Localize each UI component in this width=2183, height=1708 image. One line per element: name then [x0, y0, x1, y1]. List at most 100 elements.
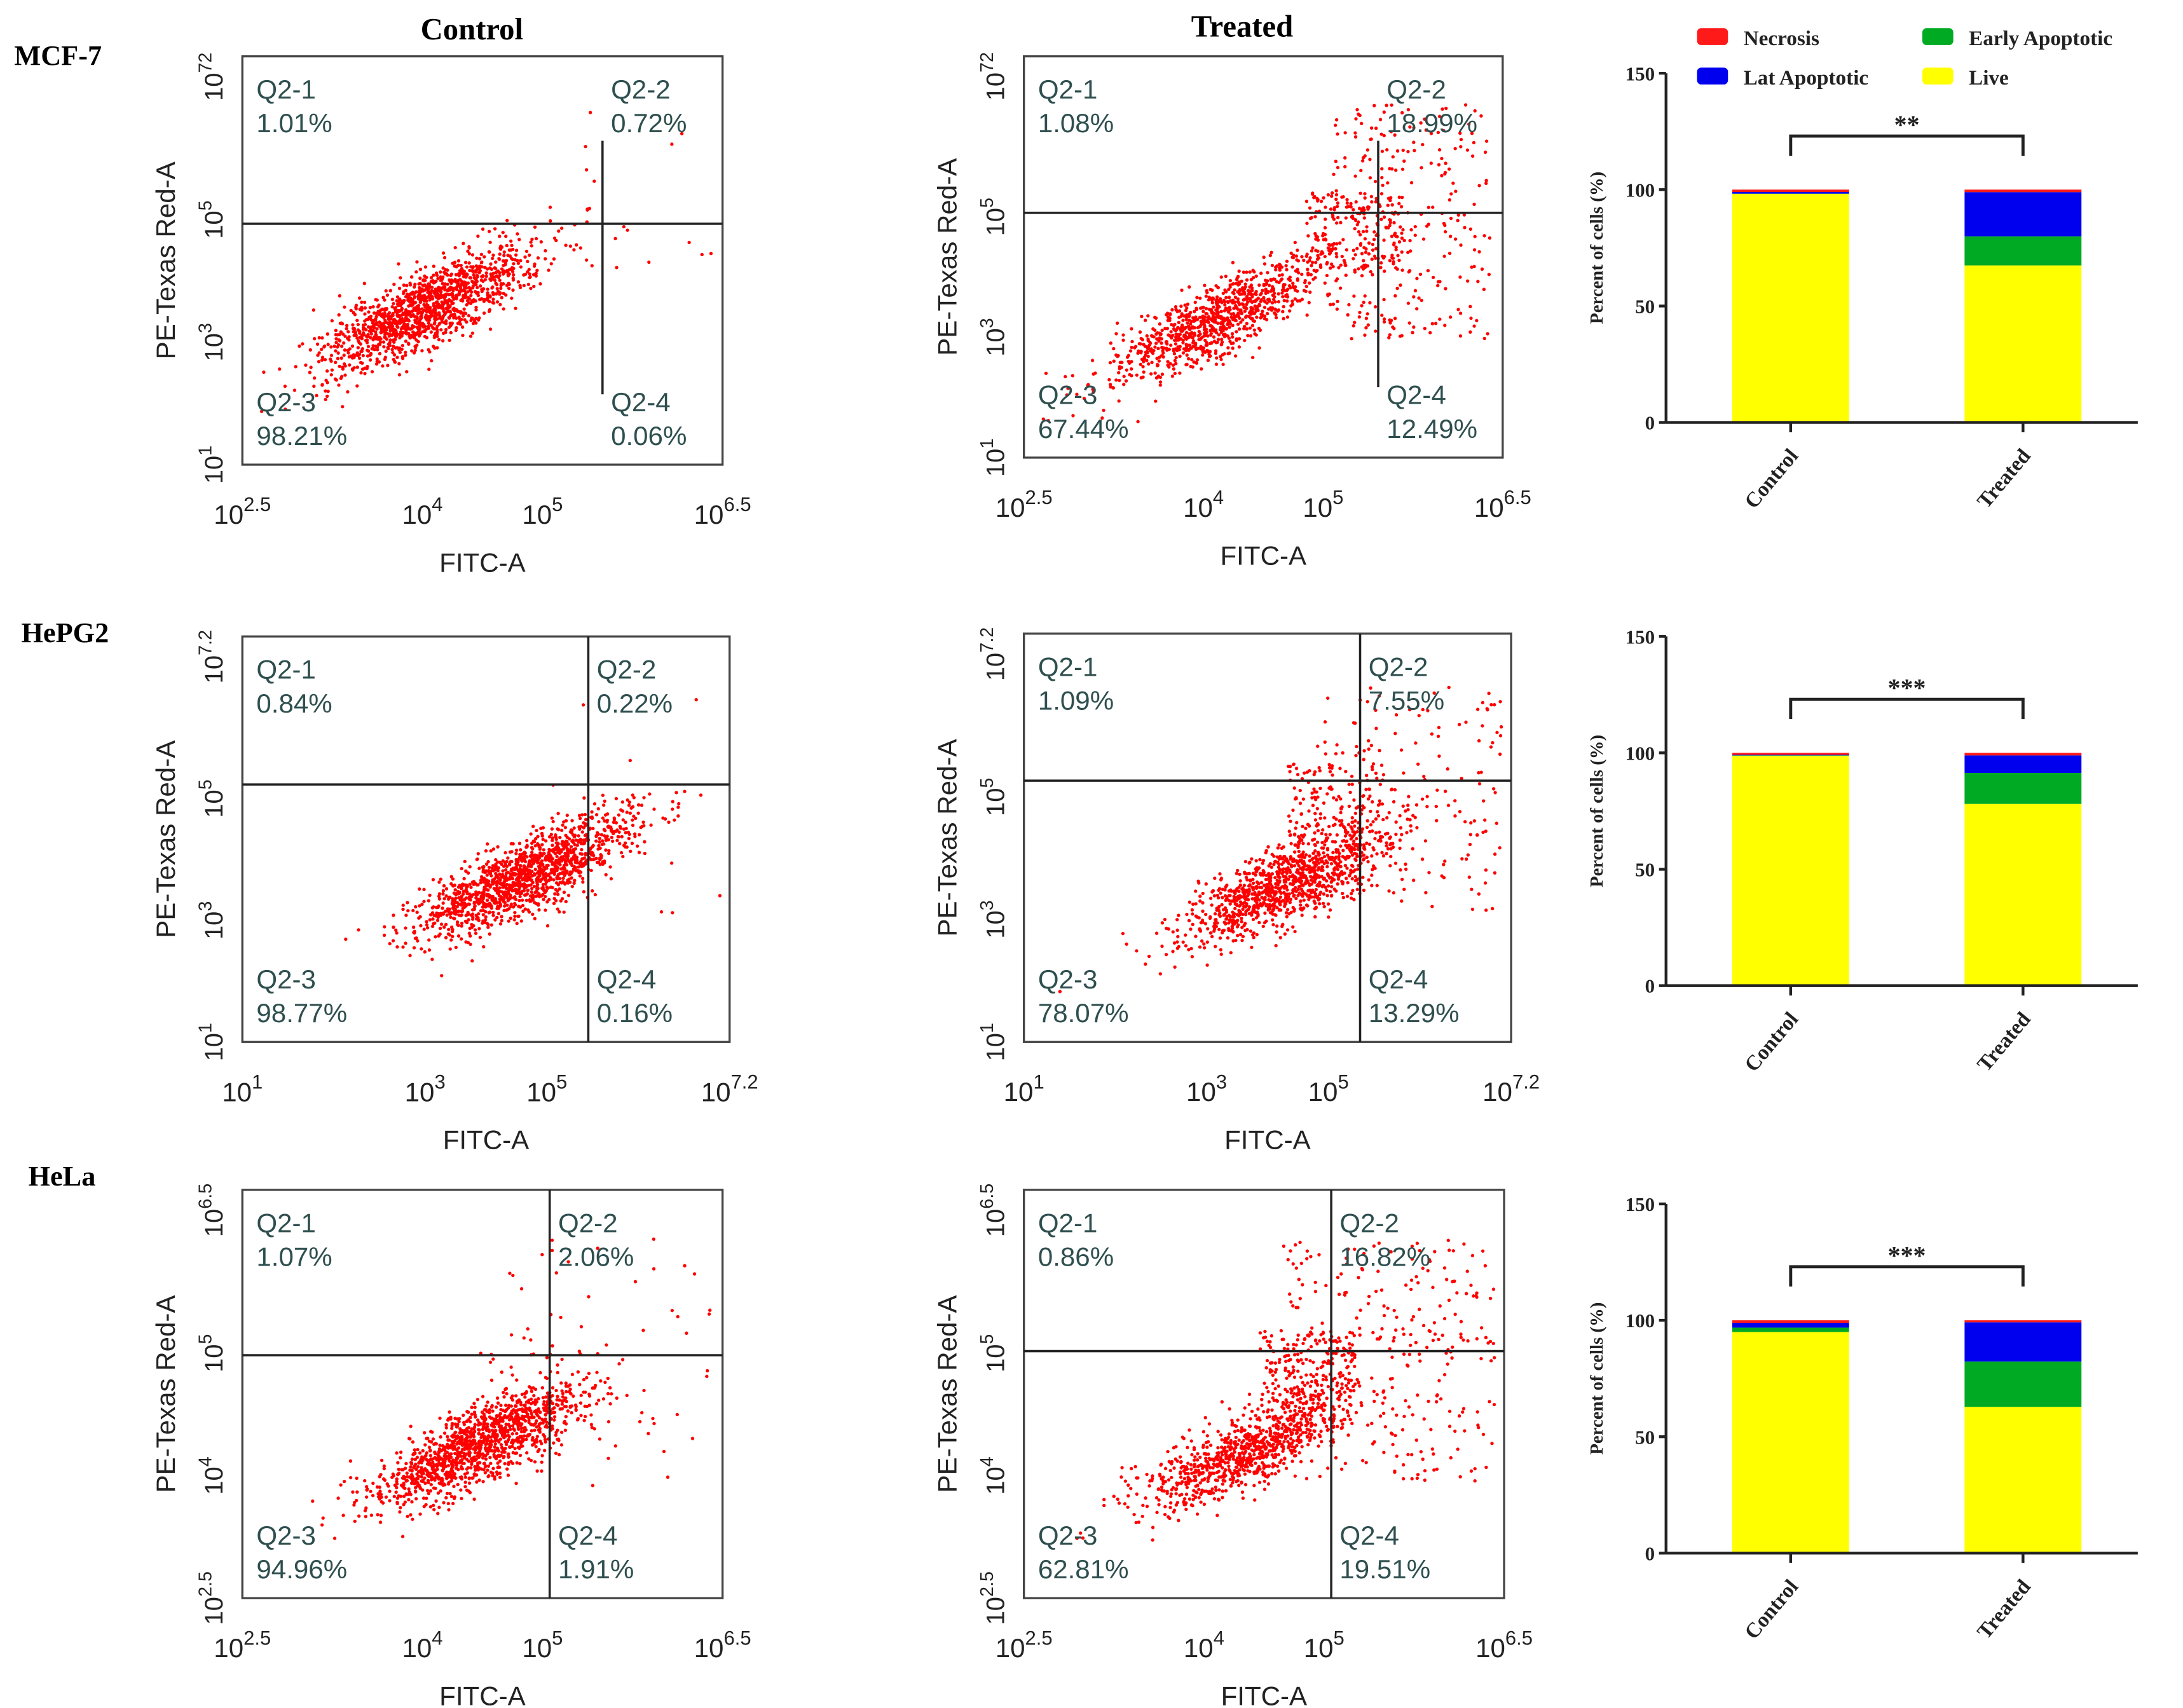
scatter-point	[522, 864, 526, 868]
scatter-point	[1335, 307, 1339, 311]
scatter-point	[577, 814, 582, 817]
scatter-point	[1335, 221, 1339, 225]
scatter-point	[1362, 300, 1365, 304]
scatter-point	[1486, 332, 1489, 336]
scatter-point	[1297, 849, 1301, 854]
scatter-point	[373, 325, 376, 330]
scatter-point	[408, 310, 412, 314]
scatter-point	[1328, 908, 1332, 912]
scatter-point	[1399, 868, 1402, 872]
scatter-point	[495, 300, 500, 304]
scatter-point	[505, 219, 509, 222]
scatter-point	[482, 945, 486, 949]
scatter-point	[395, 931, 399, 935]
scatter-point	[1254, 292, 1258, 296]
scatter-point	[464, 913, 468, 917]
scatter-point	[392, 359, 397, 363]
scatter-point	[1236, 322, 1240, 326]
scatter-point	[1469, 821, 1473, 825]
scatter-point	[392, 345, 395, 348]
scatter-point	[1166, 315, 1170, 319]
scatter-point	[1397, 195, 1401, 200]
scatter-point	[1259, 297, 1263, 302]
scatter-point	[497, 257, 501, 261]
scatter-point	[1332, 796, 1336, 800]
scatter-point	[495, 886, 498, 891]
scatter-point	[351, 323, 355, 327]
scatter-point	[1197, 338, 1201, 341]
scatter-point	[304, 363, 308, 367]
scatter-point	[1276, 292, 1280, 296]
scatter-point	[1365, 148, 1370, 152]
scatter-point	[1472, 264, 1476, 268]
x-tick-label: 105	[1303, 486, 1343, 523]
scatter-point	[1140, 315, 1144, 318]
scatter-point	[1318, 812, 1323, 816]
scatter-point	[346, 390, 350, 394]
scatter-point	[1124, 379, 1128, 383]
scatter-point	[554, 887, 558, 892]
scatter-point	[1394, 168, 1398, 172]
scatter-point	[357, 339, 360, 343]
scatter-point	[631, 823, 635, 827]
scatter-point	[1392, 262, 1395, 266]
scatter-point	[1437, 725, 1441, 730]
scatter-point	[1388, 218, 1392, 222]
scatter-point	[1264, 318, 1269, 322]
scatter-point	[1292, 850, 1297, 854]
scatter-point	[1345, 201, 1349, 205]
scatter-point	[1473, 235, 1477, 238]
scatter-point	[565, 840, 569, 844]
scatter-point	[1453, 814, 1457, 818]
scatter-point	[414, 290, 418, 294]
scatter-point	[1362, 888, 1366, 892]
scatter-point	[1382, 317, 1386, 321]
scatter-point	[671, 807, 674, 811]
scatter-point	[472, 924, 476, 927]
scatter-point	[476, 857, 479, 861]
x-tick-label: 104	[402, 493, 442, 529]
scatter-point	[1215, 295, 1219, 299]
scatter-point	[1296, 772, 1300, 777]
scatter-point	[1349, 202, 1353, 205]
scatter-point	[498, 252, 502, 256]
scatter-point	[1336, 215, 1340, 219]
scatter-point	[1250, 324, 1255, 327]
scatter-point	[674, 791, 678, 795]
scatter-point	[445, 288, 449, 292]
scatter-point	[500, 915, 503, 919]
scatter-point	[1472, 140, 1476, 145]
scatter-point	[627, 800, 632, 804]
scatter-point	[452, 297, 456, 301]
scatter-point	[552, 878, 556, 882]
scatter-point	[563, 843, 568, 847]
scatter-point	[1221, 291, 1225, 296]
scatter-point	[1285, 299, 1289, 303]
scatter-point	[530, 887, 534, 891]
scatter-point	[533, 262, 537, 266]
scatter-point	[594, 839, 598, 843]
scatter-point	[554, 835, 558, 838]
scatter-point	[597, 844, 601, 848]
scatter-point	[544, 857, 547, 861]
scatter-point	[466, 910, 470, 915]
scatter-point	[477, 891, 481, 894]
scatter-point	[404, 332, 409, 336]
scatter-point	[1171, 950, 1175, 953]
scatter-point	[1303, 280, 1307, 285]
scatter-point	[1251, 917, 1256, 922]
scatter-point	[1382, 133, 1386, 137]
scatter-point	[1443, 859, 1447, 863]
scatter-point	[1195, 358, 1200, 362]
scatter-point	[467, 902, 471, 906]
scatter-point	[402, 291, 406, 296]
scatter-point	[614, 796, 619, 801]
scatter-point	[1122, 383, 1126, 386]
scatter-point	[523, 877, 527, 882]
scatter-point	[1329, 250, 1332, 255]
tick-base: 10	[405, 1077, 435, 1107]
scatter-point	[1180, 329, 1185, 332]
tick-exponent: 2.5	[243, 493, 271, 516]
scatter-point	[516, 232, 519, 236]
scatter-point	[1228, 278, 1233, 283]
